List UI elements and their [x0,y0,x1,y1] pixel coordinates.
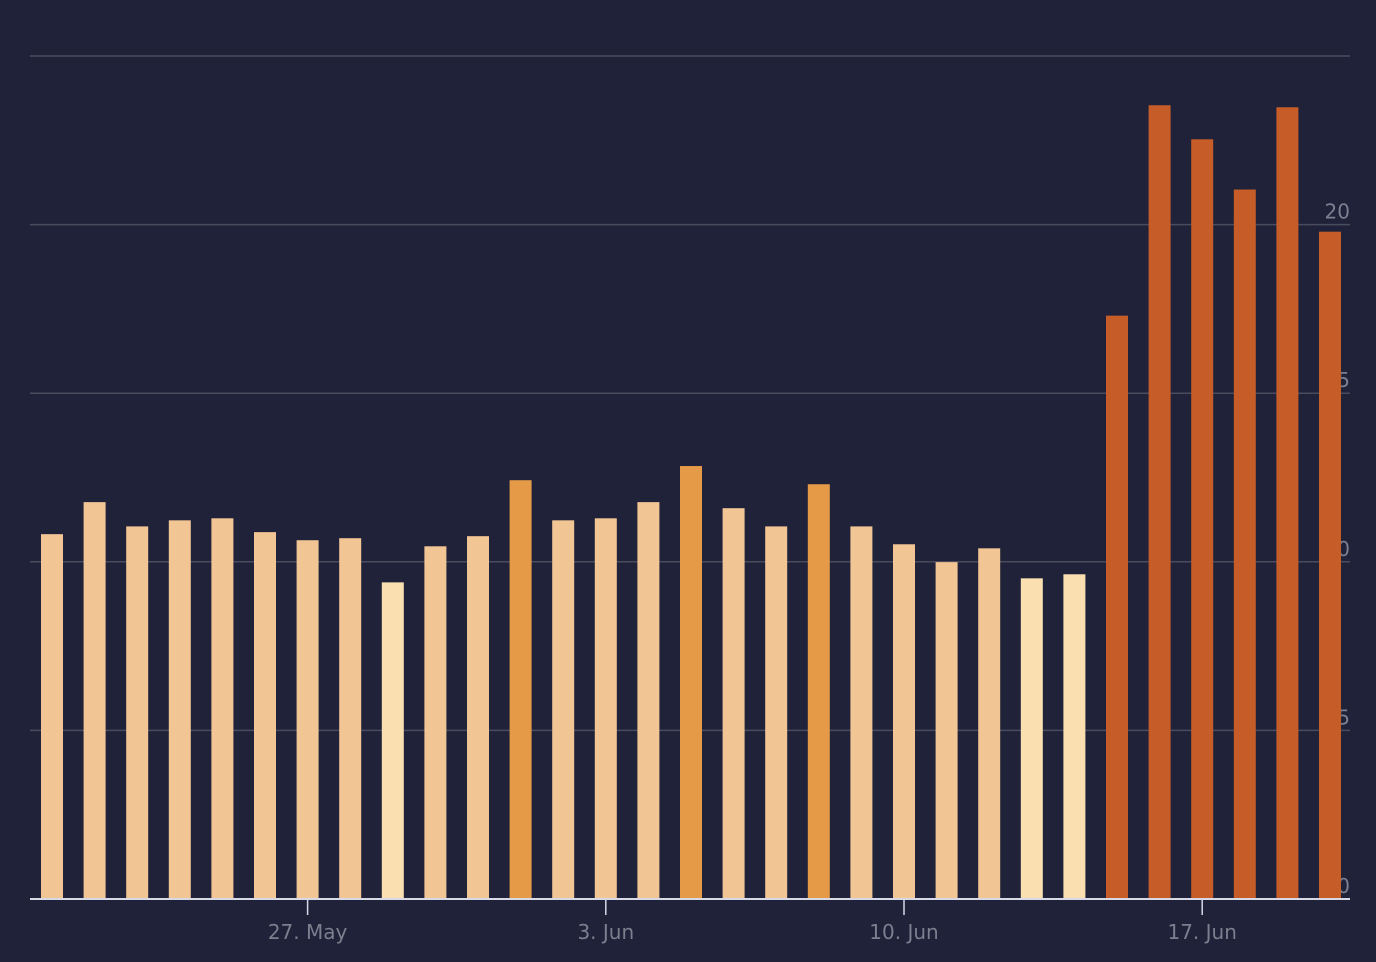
bar [126,526,149,899]
bar [254,532,276,899]
bar [1106,315,1128,899]
bar [765,526,788,899]
bar [296,540,319,899]
bar [424,546,447,899]
bar [83,502,106,899]
bar [722,508,745,899]
x-tick-label: 3. Jun [577,920,634,944]
bar [168,520,191,899]
bar [893,544,915,899]
y-tick-label: 20 [1325,200,1350,224]
bar [467,536,489,899]
x-tick-label: 10. Jun [869,920,938,944]
bar [978,548,1001,899]
bar [1319,231,1341,899]
bar [1276,107,1299,900]
bar [552,520,575,899]
bar [1148,105,1171,899]
bar [807,484,830,899]
bar [594,518,617,899]
bar [211,518,234,899]
bar [850,526,873,899]
bar [339,538,362,899]
bar [381,582,404,899]
bar [637,502,660,899]
x-tick-label: 27. May [268,920,348,944]
bar [1233,189,1256,900]
bar [1020,578,1043,899]
bar [1191,139,1214,900]
bar [41,534,63,899]
bar [509,480,532,899]
bar [1063,574,1086,899]
bar [680,466,702,899]
bar [935,562,958,899]
x-tick-label: 17. Jun [1167,920,1236,944]
